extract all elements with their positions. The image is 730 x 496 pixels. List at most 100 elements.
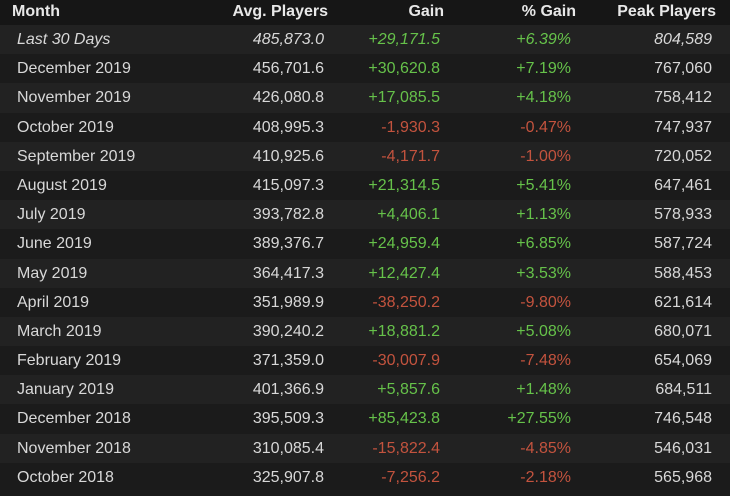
avg-players-cell: 390,240.2: [252, 322, 324, 340]
header-peak-players: Peak Players: [617, 3, 716, 20]
percent-gain-cell: -9.80%: [520, 293, 571, 311]
table-row: December 2018 395,509.3 +85,423.8 +27.55% 74…: [0, 404, 730, 434]
avg-players-cell: 325,907.8: [252, 468, 324, 486]
table-row: Last 30 Days 485,873.0 +29,171.5 +6.39% 804,…: [0, 25, 730, 55]
avg-players-cell: 351,989.9: [252, 293, 324, 311]
avg-players-cell: 456,701.6: [252, 60, 324, 78]
peak-players-cell: 747,937: [654, 118, 712, 136]
month-cell: October 2019: [17, 118, 114, 136]
table-row: May 2019 364,417.3 +12,427.4 +3.53% 588,453: [0, 258, 730, 288]
table-row: June 2019 389,376.7 +24,959.4 +6.85% 587,724: [0, 229, 730, 259]
peak-players-cell: 680,071: [654, 322, 712, 340]
avg-players-cell: 389,376.7: [252, 235, 324, 253]
percent-gain-cell: +5.08%: [516, 322, 571, 340]
table-row: September 2019 410,925.6 -4,171.7 -1.00% 720…: [0, 141, 730, 171]
gain-cell: +5,857.6: [377, 381, 440, 399]
gain-cell: +29,171.5: [368, 31, 440, 48]
avg-players-cell: 395,509.3: [252, 410, 324, 428]
peak-players-cell: 654,069: [654, 352, 712, 370]
avg-players-cell: 410,925.6: [252, 147, 324, 165]
peak-players-cell: 647,461: [654, 176, 712, 194]
month-cell: October 2018: [17, 468, 114, 486]
table-row: February 2019 371,359.0 -30,007.9 -7.48% 654…: [0, 346, 730, 376]
percent-gain-cell: +5.41%: [516, 176, 571, 194]
percent-gain-cell: +3.53%: [516, 264, 571, 282]
peak-players-cell: 565,968: [654, 468, 712, 486]
percent-gain-cell: +1.13%: [516, 206, 571, 224]
table-row: August 2019 415,097.3 +21,314.5 +5.41% 647,4…: [0, 170, 730, 201]
gain-cell: +17,085.5: [368, 89, 440, 107]
header-avg-players: Avg. Players: [232, 3, 328, 20]
gain-cell: -7,256.2: [381, 468, 440, 486]
month-cell: November 2019: [17, 89, 131, 107]
gain-cell: +4,406.1: [377, 206, 440, 224]
table-row: November 2018 310,085.4 -15,822.4 -4.85% 546…: [0, 433, 730, 463]
month-cell: September 2019: [17, 147, 136, 165]
avg-players-cell: 393,782.8: [252, 206, 324, 224]
percent-gain-cell: -7.48%: [520, 352, 571, 370]
peak-players-cell: 720,052: [654, 147, 712, 165]
month-cell: July 2019: [17, 206, 86, 224]
percent-gain-cell: -4.85%: [520, 439, 571, 457]
gain-cell: -1,930.3: [381, 118, 440, 136]
month-cell: June 2019: [17, 235, 92, 253]
table-row: December 2019 456,701.6 +30,620.8 +7.19% 767…: [0, 54, 730, 84]
gain-cell: +12,427.4: [368, 264, 440, 282]
gain-cell: -4,171.7: [381, 147, 440, 165]
avg-players-cell: 310,085.4: [252, 439, 324, 457]
percent-gain-cell: +6.85%: [516, 235, 571, 253]
table-row: October 2019 408,995.3 -1,930.3 -0.47% 747,9…: [0, 112, 730, 142]
peak-players-cell: 546,031: [654, 439, 712, 457]
month-cell: March 2019: [17, 322, 102, 340]
avg-players-cell: 371,359.0: [252, 352, 324, 370]
month-cell: Last 30 Days: [17, 31, 111, 48]
peak-players-cell: 804,589: [654, 31, 712, 48]
month-cell: August 2019: [17, 176, 107, 194]
peak-players-cell: 621,614: [654, 293, 712, 311]
percent-gain-cell: +6.39%: [516, 31, 571, 48]
gain-cell: +21,314.5: [368, 176, 440, 194]
percent-gain-cell: +1.48%: [516, 381, 571, 399]
avg-players-cell: 364,417.3: [252, 264, 324, 282]
table-row: March 2019 390,240.2 +18,881.2 +5.08% 680,07…: [0, 316, 730, 347]
avg-players-cell: 415,097.3: [252, 176, 324, 194]
peak-players-cell: 746,548: [654, 410, 712, 428]
month-cell: February 2019: [17, 352, 122, 370]
percent-gain-cell: -0.47%: [520, 118, 571, 136]
gain-cell: +24,959.4: [368, 235, 440, 253]
percent-gain-cell: +4.18%: [516, 89, 571, 107]
gain-cell: -30,007.9: [372, 352, 440, 370]
table-row: November 2019 426,080.8 +17,085.5 +4.18% 758…: [0, 83, 730, 113]
header-month: Month: [12, 3, 60, 20]
peak-players-cell: 767,060: [654, 60, 712, 78]
gain-cell: +85,423.8: [368, 410, 440, 428]
table-row: April 2019 351,989.9 -38,250.2 -9.80% 621,61…: [0, 287, 730, 317]
table-body: Last 30 Days 485,873.0 +29,171.5 +6.39% 804,…: [0, 25, 730, 492]
header-percent-gain: % Gain: [521, 3, 576, 20]
table-header: Month Avg. Players Gain % Gain Peak Play…: [0, 0, 730, 25]
peak-players-cell: 588,453: [654, 264, 712, 282]
gain-cell: -38,250.2: [372, 293, 440, 311]
gain-cell: +30,620.8: [368, 60, 440, 78]
percent-gain-cell: -1.00%: [520, 147, 571, 165]
percent-gain-cell: +7.19%: [516, 60, 571, 78]
peak-players-cell: 587,724: [654, 235, 712, 253]
gain-cell: +18,881.2: [368, 322, 440, 340]
table-row: October 2018 325,907.8 -7,256.2 -2.18% 565,9…: [0, 462, 730, 492]
month-cell: May 2019: [17, 264, 88, 282]
month-cell: December 2019: [17, 60, 131, 78]
gain-cell: -15,822.4: [372, 439, 440, 457]
avg-players-cell: 426,080.8: [252, 89, 324, 107]
peak-players-cell: 684,511: [655, 381, 712, 399]
avg-players-cell: 408,995.3: [252, 118, 324, 136]
percent-gain-cell: -2.18%: [520, 468, 571, 486]
avg-players-cell: 485,873.0: [252, 31, 324, 48]
peak-players-cell: 578,933: [654, 206, 712, 224]
percent-gain-cell: +27.55%: [507, 410, 571, 428]
header-gain: Gain: [408, 3, 444, 20]
month-cell: December 2018: [17, 410, 131, 428]
avg-players-cell: 401,366.9: [252, 381, 324, 399]
table-row: January 2019 401,366.9 +5,857.6 +1.48% 684,5…: [0, 375, 730, 405]
table-row: July 2019 393,782.8 +4,406.1 +1.13% 578,933: [0, 200, 730, 230]
